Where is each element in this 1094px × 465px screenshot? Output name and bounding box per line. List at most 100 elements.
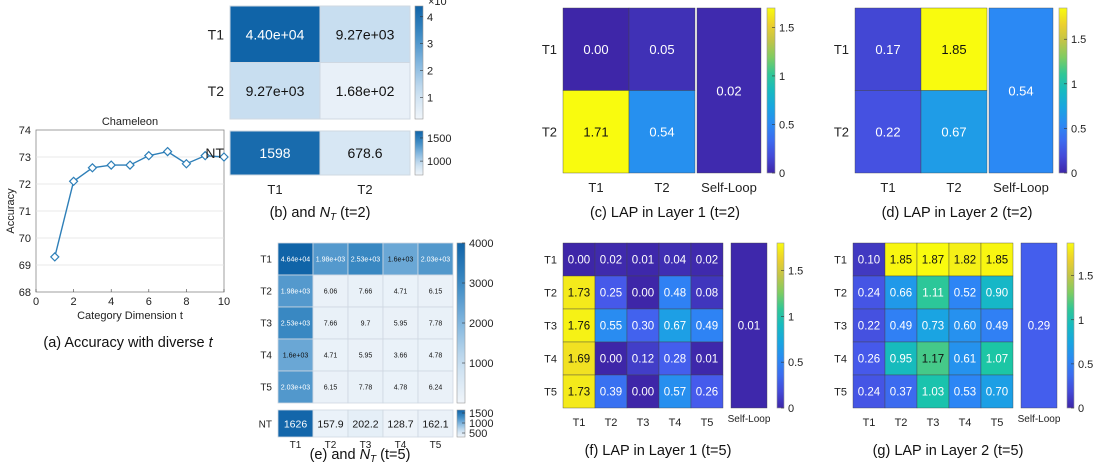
heatmap-cell — [562, 90, 630, 174]
cell-label: 1.69 — [568, 354, 590, 366]
heatmap-cell — [948, 275, 982, 310]
cell-label: 0.26 — [696, 387, 718, 399]
colorbar-rect — [766, 7, 776, 174]
heatmap-cell — [347, 306, 384, 340]
x-tick-label: 2 — [71, 296, 77, 308]
heatmap-cell — [417, 274, 454, 308]
heatmap-cell — [277, 370, 314, 404]
heatmap-cell — [658, 308, 692, 343]
nt-cell-label: 157.9 — [317, 419, 343, 431]
heatmap-cell — [626, 374, 660, 409]
colorbar-rect — [456, 409, 466, 438]
cell-label: 4.64e+04 — [281, 257, 310, 264]
heatmap-cell — [382, 338, 419, 372]
nt-cell-label: 1598 — [259, 145, 290, 161]
col-label: T4 — [669, 417, 682, 429]
heatmap-cell — [312, 370, 349, 404]
self-loop-cell — [1020, 242, 1058, 409]
heatmap-cell — [884, 374, 918, 409]
row-label: T2 — [834, 287, 847, 299]
colorbar-tick-label: 1 — [1078, 315, 1084, 327]
self-loop-label: 0.02 — [716, 84, 741, 99]
heatmap-cell — [626, 242, 660, 277]
data-point — [87, 162, 98, 173]
cell-label: 4.40e+04 — [246, 26, 305, 42]
heatmap-cell — [594, 341, 628, 376]
col-label: T1 — [880, 180, 895, 195]
cell-label: 0.25 — [600, 288, 622, 300]
cell-label: 0.49 — [890, 321, 912, 333]
cell-label: 9.27e+03 — [246, 83, 305, 99]
cell-label: 0.49 — [696, 321, 718, 333]
cell-label: 0.52 — [954, 288, 976, 300]
caption-c: (c) LAP in Layer 1 (t=2) — [590, 205, 740, 221]
row-label: T3 — [544, 320, 557, 332]
series-line — [54, 150, 225, 258]
heatmap-cell — [562, 242, 596, 277]
caption-e: (e) and NT (t=5) — [310, 447, 411, 465]
self-loop-label: 0.29 — [1028, 321, 1050, 333]
col-label: T2 — [654, 180, 669, 195]
colorbar-tick-label: 0.5 — [779, 119, 794, 131]
heatmap-cell — [312, 242, 349, 276]
nt-cell — [229, 130, 321, 176]
heatmap-cell — [852, 308, 886, 343]
cell-label: 0.66 — [890, 288, 912, 300]
heatmap-cell — [948, 374, 982, 409]
cell-label: 1.98e+03 — [281, 289, 310, 296]
heatmap-cell — [980, 308, 1014, 343]
chart-c: 0.00 0.05 1.71 0.54 T1 T2 — [542, 7, 696, 174]
heatmap-cell — [916, 308, 950, 343]
heatmap-cell — [916, 341, 950, 376]
colorbar-tick-label: 1000 — [469, 358, 493, 370]
cell-label: 0.22 — [858, 321, 880, 333]
cell-label: 0.30 — [632, 321, 654, 333]
colorbar-tick-label: 1.5 — [788, 266, 803, 278]
heatmap-cell — [277, 274, 314, 308]
self-loop-cell — [730, 242, 768, 409]
colorbar-rect — [1066, 242, 1075, 409]
row-label: T1 — [834, 254, 847, 266]
cell-label: 0.02 — [600, 255, 622, 267]
heatmap-cell — [920, 90, 988, 174]
cell-label: 0.28 — [664, 354, 686, 366]
cell-label: 1.71 — [583, 124, 608, 139]
heatmap-cell — [884, 242, 918, 277]
nt-cell-label: 162.1 — [422, 419, 448, 431]
col-label: T1 — [588, 180, 603, 195]
cell-label: 0.00 — [632, 387, 654, 399]
col-label: T2 — [895, 417, 908, 429]
row-label: T4 — [834, 353, 847, 365]
y-tick-label: 71 — [19, 206, 31, 218]
colorbar-tick-label: 1 — [1071, 79, 1077, 91]
colorbar-tick-label: 1 — [779, 71, 785, 83]
cell-label: 0.60 — [954, 321, 976, 333]
heatmap-cell — [980, 242, 1014, 277]
colorbar-tick-label: 3000 — [469, 278, 493, 290]
cell-label: 1.11 — [922, 288, 944, 300]
heatmap-cell — [948, 341, 982, 376]
colorbar-d: 0 0.5 1 1.5 — [1058, 7, 1086, 180]
cell-label: 6.06 — [324, 289, 338, 296]
data-point — [219, 152, 229, 162]
row-label: T1 — [208, 26, 225, 42]
cell-label: 0.05 — [649, 42, 674, 57]
nt-cell — [347, 409, 384, 438]
row-label: T3 — [260, 319, 272, 330]
col-label: Self-Loop — [993, 180, 1049, 195]
col-label: T3 — [637, 417, 650, 429]
cell-label: 0.70 — [986, 387, 1008, 399]
cell-label: 4.78 — [394, 385, 408, 392]
cell-label: 1.82 — [954, 255, 976, 267]
heatmap-cell — [562, 7, 630, 91]
heatmap-cell — [347, 370, 384, 404]
row-label: T4 — [544, 353, 557, 365]
cell-label: 2.53e+03 — [351, 257, 380, 264]
x-axis-label: Category Dimension t — [77, 310, 183, 322]
colorbar-tick-label: 0 — [1071, 168, 1077, 180]
nt-cell-label: 128.7 — [387, 419, 413, 431]
row-label: T3 — [834, 320, 847, 332]
heatmap-cell — [884, 308, 918, 343]
data-point — [125, 160, 135, 170]
